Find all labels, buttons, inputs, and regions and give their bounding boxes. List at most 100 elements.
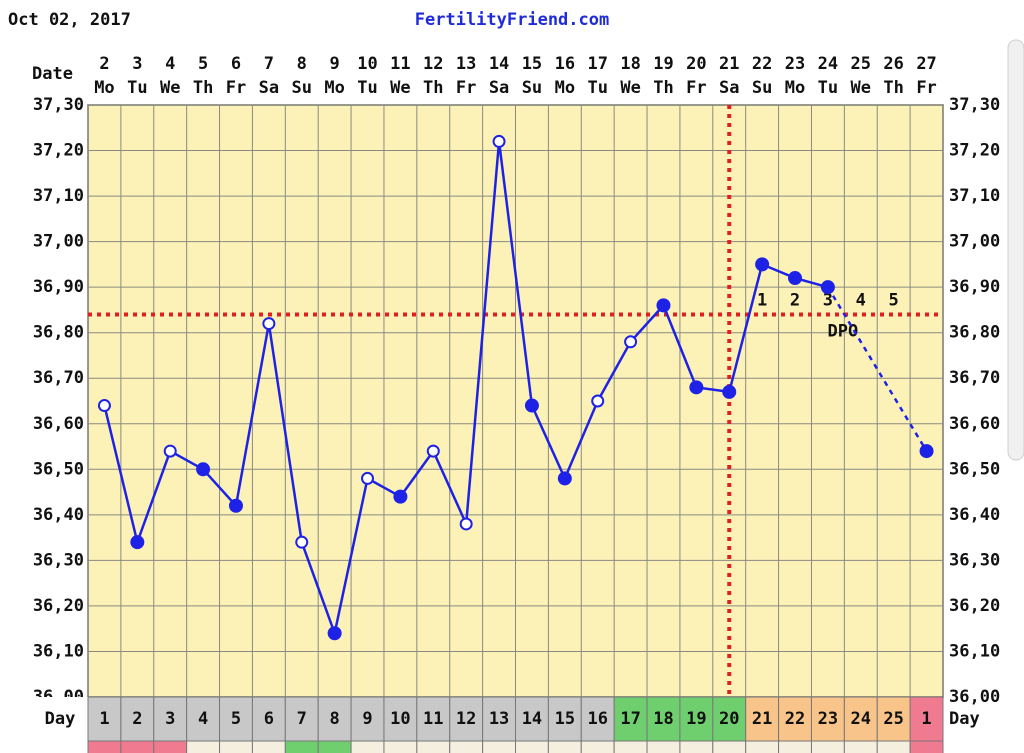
temperature-point	[524, 398, 539, 413]
cycle_row-value: 25	[883, 709, 903, 729]
x-tick-label: 22	[752, 54, 772, 74]
y-tick-label: 36,90	[33, 277, 84, 297]
y-tick-label: 36,70	[33, 368, 84, 388]
weekday-label: Sa	[719, 78, 739, 98]
cm_row-cell	[679, 740, 714, 753]
cycle_row-cell	[646, 696, 681, 742]
temperature-point	[97, 399, 111, 413]
cm_row-cell	[317, 740, 352, 753]
cycle_row-value: 13	[489, 709, 509, 729]
x-tick-label: 5	[198, 54, 208, 74]
cycle_row-value: 18	[653, 709, 673, 729]
x-tick-label: 16	[555, 54, 575, 74]
cycle_row-value: 8	[330, 709, 340, 729]
x-tick-label: 2	[99, 54, 109, 74]
weekday-label: Mo	[785, 78, 805, 98]
y-tick-label-right: 36,20	[949, 596, 1000, 616]
cycle_row-value: 1	[99, 709, 109, 729]
cycle_row-value: 21	[752, 709, 772, 729]
cycle_row-value: 14	[522, 709, 542, 729]
temperature-point	[361, 471, 375, 485]
dpo-number: 1	[757, 290, 767, 310]
x-tick-label: 27	[916, 54, 936, 74]
cm_row-cell	[547, 740, 582, 753]
temperature-point	[196, 462, 211, 477]
cycle_row-cell	[153, 696, 188, 742]
scrollbar	[1007, 39, 1024, 461]
y-tick-label: 37,00	[33, 232, 84, 252]
cycle_row-value: 19	[686, 709, 706, 729]
weekday-label: Su	[522, 78, 542, 98]
cm_row-cell	[810, 740, 845, 753]
y-tick-label-right: 36,60	[949, 414, 1000, 434]
x-tick-label: 12	[423, 54, 443, 74]
x-tick-label: 10	[357, 54, 377, 74]
y-tick-label: 37,30	[33, 95, 84, 115]
x-tick-label: 9	[330, 54, 340, 74]
date-label: Oct 02, 2017	[8, 10, 131, 30]
x-tick-label: 19	[653, 54, 673, 74]
weekday-label: We	[390, 78, 410, 98]
temperature-point	[228, 498, 243, 513]
cycle_row-value: 2	[132, 709, 142, 729]
cm_row-cell	[515, 740, 549, 753]
temperature-point	[492, 134, 506, 148]
cm_row-header	[0, 741, 88, 753]
weekday-label: Su	[752, 78, 772, 98]
cycle_row-value: 24	[851, 709, 871, 729]
x-tick-label: 23	[785, 54, 805, 74]
cm_row-cell	[778, 740, 812, 753]
weekday-label: We	[620, 78, 640, 98]
x-tick-label: 20	[686, 54, 706, 74]
y-tick-label: 36,20	[33, 596, 84, 616]
weekday-label: We	[160, 78, 180, 98]
weekday-label: Th	[653, 78, 673, 98]
y-tick-label-right: 37,30	[949, 95, 1000, 115]
cm_row-cell	[284, 740, 319, 753]
cycle_row-value: 11	[423, 709, 443, 729]
x-tick-label: 3	[132, 54, 142, 74]
cycle_row-cell	[843, 696, 878, 742]
temperature-point	[656, 298, 671, 313]
x-tick-label: 26	[883, 54, 903, 74]
x-axis-label: Date	[32, 64, 73, 84]
x-tick-label: 24	[818, 54, 838, 74]
cm_row-cell	[482, 740, 517, 753]
cm_row-cell	[153, 740, 188, 753]
weekday-label: Th	[423, 78, 443, 98]
temperature-point	[393, 489, 408, 504]
cycle_row-value: 7	[297, 709, 307, 729]
cycle_row-value: 6	[264, 709, 274, 729]
dpo-number: 5	[889, 290, 899, 310]
temperature-point	[689, 380, 704, 395]
temperature-point	[755, 257, 770, 272]
x-tick-label: 15	[522, 54, 542, 74]
y-tick-label: 36,10	[33, 641, 84, 661]
y-tick-label: 37,10	[33, 186, 84, 206]
cycle_row-cell	[745, 696, 780, 742]
x-tick-label: 8	[297, 54, 307, 74]
cm_row-cell	[383, 740, 418, 753]
temperature-point	[557, 471, 572, 486]
cycle_row-value: 23	[818, 709, 838, 729]
weekday-label: Fr	[916, 78, 936, 98]
weekday-label: Su	[292, 78, 312, 98]
y-tick-label-right: 36,50	[949, 459, 1000, 479]
y-tick-label-right: 36,90	[949, 277, 1000, 297]
weekday-label: Tu	[127, 78, 147, 98]
cm_row-cell	[580, 740, 615, 753]
y-tick-label-right: 36,00	[949, 687, 1000, 707]
x-tick-label: 11	[390, 54, 410, 74]
cycle_row-cell	[219, 696, 253, 742]
x-tick-label: 4	[165, 54, 175, 74]
cm_row-cell	[87, 740, 122, 753]
cm_row-cell	[613, 740, 648, 753]
dpo-number: 3	[823, 290, 833, 310]
x-tick-label: 13	[456, 54, 476, 74]
weekday-label: Th	[883, 78, 903, 98]
y-tick-label-right: 36,30	[949, 550, 1000, 570]
dpo-number: 4	[856, 290, 866, 310]
cycle_row-label-right: Day	[949, 709, 980, 729]
cycle_row-value: 4	[198, 709, 208, 729]
weekday-label: Mo	[324, 78, 344, 98]
